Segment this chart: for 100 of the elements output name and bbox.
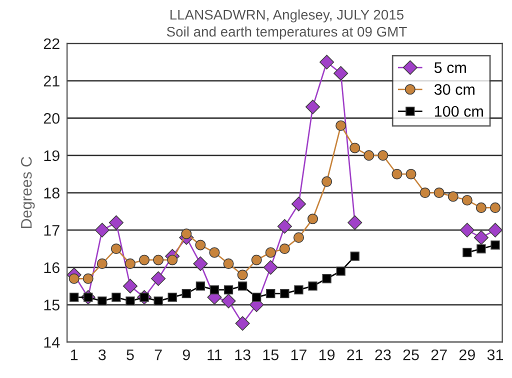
- x-tick-label: 7: [154, 350, 162, 360]
- x-tick-label: 19: [319, 349, 335, 360]
- point: [307, 214, 318, 224]
- point: [196, 282, 206, 291]
- point: [476, 244, 486, 254]
- x-tick-label: 21: [347, 349, 363, 360]
- point: [251, 254, 262, 266]
- y-tick-label: 22: [44, 38, 60, 50]
- point: [153, 254, 164, 266]
- y-tick-label: 19: [44, 150, 60, 162]
- point: [462, 194, 472, 206]
- x-tick-label: 27: [431, 349, 447, 360]
- point: [68, 273, 80, 284]
- x-tick-label: 1: [71, 350, 78, 360]
- point: [265, 247, 276, 258]
- point: [490, 202, 501, 213]
- x-tick-label: 31: [487, 349, 504, 360]
- point: [488, 222, 502, 238]
- legend-label: 5 cm: [434, 62, 466, 74]
- point: [108, 215, 124, 230]
- y-tick-label: 18: [44, 188, 60, 198]
- point: [151, 271, 166, 286]
- point: [237, 270, 248, 280]
- point: [238, 282, 248, 291]
- point: [378, 150, 388, 161]
- point: [266, 288, 276, 298]
- point: [96, 258, 108, 269]
- point: [195, 240, 206, 250]
- point: [168, 292, 177, 302]
- point: [221, 294, 236, 308]
- legend-label: 30 cm: [434, 84, 474, 95]
- point: [462, 248, 472, 258]
- point: [434, 188, 444, 198]
- point: [336, 266, 346, 276]
- x-tick-label: 13: [235, 349, 250, 360]
- x-tick-label: 29: [459, 349, 475, 360]
- point: [279, 243, 290, 254]
- point: [350, 252, 360, 261]
- chart-title: LLANSADWRN, Anglesey, JULY 2015: [170, 9, 404, 22]
- point: [122, 278, 138, 294]
- point: [348, 215, 362, 230]
- x-tick-label: 23: [375, 349, 391, 360]
- point: [110, 243, 122, 254]
- y-tick-label: 14: [44, 337, 60, 348]
- point: [334, 66, 348, 81]
- point: [460, 222, 474, 238]
- y-tick-label: 15: [44, 300, 60, 310]
- y-tick-label: 20: [44, 112, 60, 124]
- point: [474, 230, 489, 245]
- point: [293, 232, 304, 243]
- point: [70, 292, 79, 302]
- point: [82, 273, 94, 284]
- y-tick-label: 17: [44, 225, 60, 236]
- x-tick-label: 11: [208, 350, 222, 360]
- point: [181, 228, 192, 240]
- x-tick-label: 25: [403, 349, 419, 360]
- point: [406, 168, 416, 180]
- point: [252, 292, 262, 302]
- point: [280, 288, 290, 298]
- point: [336, 120, 346, 131]
- point: [94, 222, 110, 238]
- point: [224, 285, 234, 294]
- x-tick-label: 17: [291, 350, 306, 360]
- point: [490, 240, 500, 250]
- y-tick-label: 16: [44, 262, 60, 274]
- point: [263, 260, 278, 275]
- point: [223, 258, 234, 269]
- x-tick-label: 9: [182, 349, 190, 360]
- point: [308, 282, 318, 291]
- x-tick-label: 3: [98, 349, 106, 360]
- x-tick-label: 5: [126, 350, 134, 360]
- y-axis-title: Degrees C: [20, 156, 35, 228]
- point: [392, 168, 402, 180]
- chart-subtitle: Soil and earth temperatures at 09 GMT: [166, 26, 407, 40]
- point: [139, 254, 150, 266]
- point: [294, 285, 304, 294]
- point: [235, 316, 250, 331]
- point: [209, 247, 220, 258]
- point: [305, 100, 320, 114]
- x-tick-label: 15: [263, 350, 278, 360]
- point: [448, 191, 458, 202]
- point: [322, 274, 332, 284]
- point: [167, 254, 178, 266]
- point: [126, 296, 135, 306]
- point: [182, 288, 191, 298]
- point: [210, 285, 220, 294]
- point: [193, 256, 208, 271]
- point: [420, 188, 430, 198]
- point: [124, 258, 136, 269]
- point: [112, 292, 121, 302]
- point: [277, 219, 292, 234]
- legend-label: 100 cm: [435, 106, 483, 117]
- point: [291, 196, 306, 212]
- y-tick-label: 21: [44, 76, 60, 86]
- point: [350, 142, 360, 154]
- point: [364, 150, 374, 161]
- point: [154, 296, 163, 306]
- point: [98, 296, 107, 306]
- point: [319, 54, 334, 70]
- point: [476, 202, 486, 213]
